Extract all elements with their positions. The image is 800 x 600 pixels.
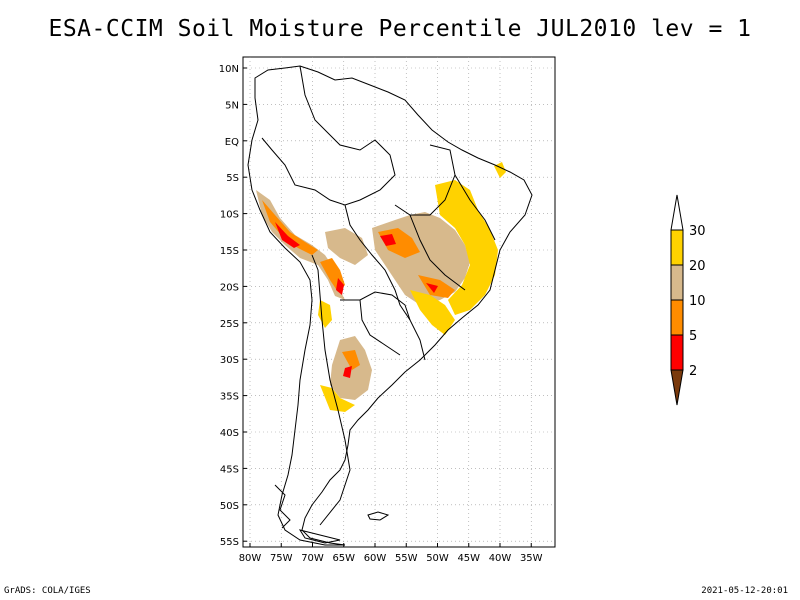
- lon-label: 60W: [364, 553, 387, 564]
- legend-box-5: [670, 334, 684, 371]
- lon-label: 65W: [332, 553, 355, 564]
- lat-label: 25S: [220, 319, 239, 330]
- coastlines: [247, 65, 533, 546]
- legend-label-20: 20: [689, 259, 706, 274]
- plot-frame: [242, 56, 556, 548]
- shaded-regions: [256, 162, 506, 412]
- latitude-labels: 10N 5N EQ 5S 10S 15S 20S 25S 30S 35S 40S 45S 50S 55S: [219, 64, 239, 548]
- legend-bottom-arrow: [670, 369, 684, 406]
- shade-brazil-yellow-2: [410, 290, 455, 335]
- legend-top-arrow: [670, 194, 684, 231]
- lat-label: EQ: [225, 137, 239, 148]
- lat-label: 40S: [220, 428, 239, 439]
- tierra-del-fuego: [298, 529, 341, 544]
- border-5: [359, 299, 401, 356]
- footer-credit: GrADS: COLA/IGES: [4, 586, 91, 596]
- lon-label: 80W: [239, 553, 262, 564]
- south-america-coast: [247, 65, 533, 546]
- chile-islands: [274, 484, 291, 529]
- legend-label-30: 30: [689, 224, 706, 239]
- lon-label: 75W: [270, 553, 293, 564]
- lat-label: 45S: [220, 464, 239, 475]
- lat-label: 10N: [219, 64, 239, 75]
- shade-andes-orange: [262, 200, 318, 255]
- lon-label: 55W: [395, 553, 418, 564]
- border-1: [261, 65, 396, 206]
- border-8: [454, 174, 496, 241]
- footer-timestamp: 2021-05-12-20:01: [701, 586, 788, 596]
- shade-argentina-red: [343, 366, 352, 378]
- shade-argentina-yellow: [320, 385, 355, 412]
- lat-label: 5S: [226, 173, 239, 184]
- legend-label-2: 2: [689, 364, 697, 379]
- falklands: [367, 511, 390, 521]
- lat-label: 5N: [225, 100, 239, 111]
- colorbar-legend: 30 20 10 5 2: [670, 194, 706, 406]
- map-title: ESA-CCIM Soil Moisture Percentile JUL201…: [48, 16, 752, 42]
- lon-label: 35W: [520, 553, 543, 564]
- lat-label: 10S: [220, 210, 239, 221]
- lat-label: 35S: [220, 392, 239, 403]
- lat-label: 30S: [220, 355, 239, 366]
- shade-brazil-red: [380, 234, 396, 246]
- lat-label: 50S: [220, 501, 239, 512]
- shade-chile-yellow: [318, 300, 332, 328]
- lon-label: 40W: [489, 553, 512, 564]
- shade-bolivia: [325, 228, 368, 265]
- shade-argentina-orange: [342, 350, 360, 370]
- lon-label: 45W: [457, 553, 480, 564]
- shade-brazil-yellow: [435, 180, 498, 315]
- border-2: [344, 204, 426, 361]
- border-7: [409, 214, 466, 291]
- lon-label: 70W: [301, 553, 324, 564]
- lat-label: 20S: [220, 282, 239, 293]
- shade-ne-brazil-yellow: [494, 162, 506, 178]
- lat-label: 15S: [220, 246, 239, 257]
- lat-label: 55S: [220, 537, 239, 548]
- legend-label-10: 10: [689, 294, 706, 309]
- border-3: [311, 254, 351, 526]
- legend-box-30: [670, 229, 684, 266]
- graticule: [243, 57, 555, 547]
- border-4: [340, 291, 411, 321]
- shade-brazil-red-2: [426, 283, 438, 293]
- shade-andes-red: [275, 222, 300, 248]
- legend-box-10: [670, 299, 684, 336]
- legend-box-20: [670, 264, 684, 301]
- lon-label: 50W: [426, 553, 449, 564]
- longitude-labels: 80W 75W 70W 65W 60W 55W 50W 45W 40W 35W: [239, 553, 543, 564]
- legend-label-5: 5: [689, 329, 697, 344]
- shade-bolivia-red: [336, 278, 344, 295]
